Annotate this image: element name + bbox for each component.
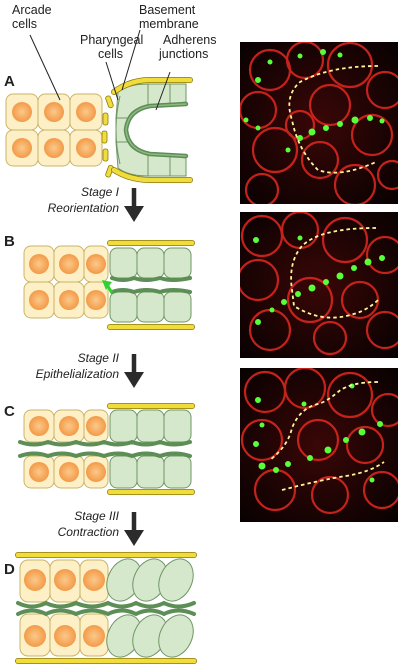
basement-membrane-segments-a (101, 95, 114, 178)
adherens-junction-b-top (110, 275, 192, 282)
arcade-cells-a (5, 93, 103, 167)
stage-3: Stage III Contraction (58, 509, 144, 546)
stage-3-name: Contraction (58, 525, 120, 539)
stage-3-number: Stage III (74, 509, 119, 523)
label-leaders (29, 29, 171, 111)
stage-2: Stage II Epithelialization (36, 351, 144, 388)
micrograph-a (240, 42, 398, 204)
adherens-junctions-label: Adherens junctions (158, 33, 220, 61)
micrograph-c (240, 368, 398, 522)
pharyngeal-cells-d (106, 558, 194, 658)
pharyngeal-cells-c (109, 409, 192, 489)
stage-1: Stage I Reorientation (48, 185, 144, 222)
stage-2-number: Stage II (78, 351, 120, 365)
adherens-junction-b-bottom (110, 288, 192, 295)
adherens-junction-d-top (16, 600, 196, 609)
panel-label-c: C (4, 403, 15, 420)
panel-label-b: B (4, 233, 15, 250)
adherens-junction-d-bottom (16, 608, 196, 617)
basement-membrane-top-a (111, 77, 193, 95)
basement-membrane-label: Basement membrane (139, 3, 199, 31)
stage-1-number: Stage I (81, 185, 120, 199)
arcade-cells-b (23, 245, 109, 319)
panel-label-a: A (4, 73, 15, 90)
panel-d-diagram (15, 552, 197, 664)
panel-c-diagram (18, 403, 195, 495)
stage-1-name: Reorientation (48, 201, 120, 215)
panel-b-diagram (23, 240, 195, 330)
stage-2-name: Epithelialization (36, 367, 120, 381)
pharyngeal-cells-label: Pharyngeal cells (80, 33, 147, 61)
pharyngeal-cells-b (109, 247, 192, 323)
down-arrow-icon (124, 206, 144, 222)
adherens-junction-c-bottom (18, 451, 192, 459)
down-arrow-icon (124, 530, 144, 546)
arcade-cells-c (23, 409, 109, 489)
panel-label-d: D (4, 561, 15, 578)
basement-membrane-bottom-a (111, 167, 193, 183)
arcade-cells-label: Arcade cells (12, 3, 55, 31)
adherens-junction-c-top (18, 439, 192, 447)
panel-a-diagram (5, 77, 193, 183)
arcade-cells-d (19, 559, 109, 657)
down-arrow-icon (124, 372, 144, 388)
micrograph-b (240, 212, 398, 358)
green-arrow-icon (102, 280, 112, 290)
